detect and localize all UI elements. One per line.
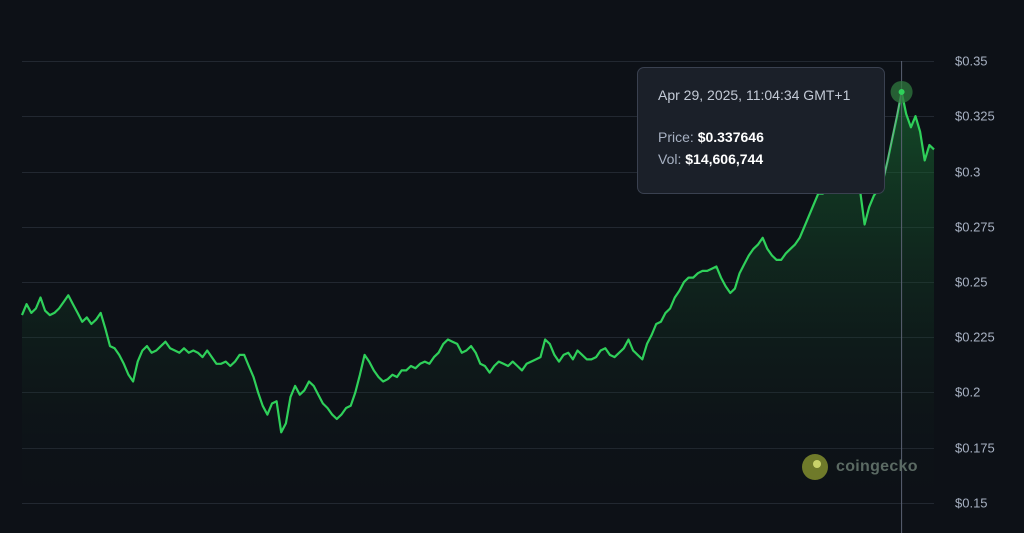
y-tick-label: $0.35 — [955, 54, 988, 69]
series-area — [22, 91, 934, 504]
coingecko-logo-icon — [802, 454, 828, 480]
y-tick-label: $0.325 — [955, 109, 995, 124]
tooltip-date: Apr 29, 2025, 11:04:34 GMT+1 — [658, 87, 851, 103]
price-tooltip: Apr 29, 2025, 11:04:34 GMT+1 Price: $0.3… — [637, 67, 885, 194]
hover-point — [898, 88, 905, 95]
y-tick-label: $0.175 — [955, 441, 995, 456]
y-tick-label: $0.3 — [955, 165, 980, 180]
series-line — [20, 90, 935, 434]
area-fill — [22, 91, 934, 504]
y-tick-label: $0.25 — [955, 275, 988, 290]
y-tick-label: $0.275 — [955, 220, 995, 235]
tooltip-price-value: $0.337646 — [697, 129, 764, 145]
tooltip-price-row: Price: $0.337646 — [658, 129, 884, 145]
y-tick-label: $0.225 — [955, 330, 995, 345]
tooltip-vol-row: Vol: $14,606,744 — [658, 151, 884, 167]
hover-marker — [890, 80, 913, 103]
y-tick-label: $0.2 — [955, 385, 980, 400]
tooltip-price-label: Price: — [658, 129, 694, 145]
coingecko-watermark: coingecko — [802, 453, 918, 481]
y-tick-label: $0.15 — [955, 496, 988, 511]
tooltip-vol-label: Vol: — [658, 151, 682, 167]
price-line — [20, 90, 935, 434]
watermark-text: coingecko — [836, 458, 918, 475]
tooltip-vol-value: $14,606,744 — [685, 151, 764, 167]
y-axis: $0.35 $0.325 $0.3 $0.275 $0.25 $0.225 $0.2 $0.1… — [955, 54, 995, 511]
